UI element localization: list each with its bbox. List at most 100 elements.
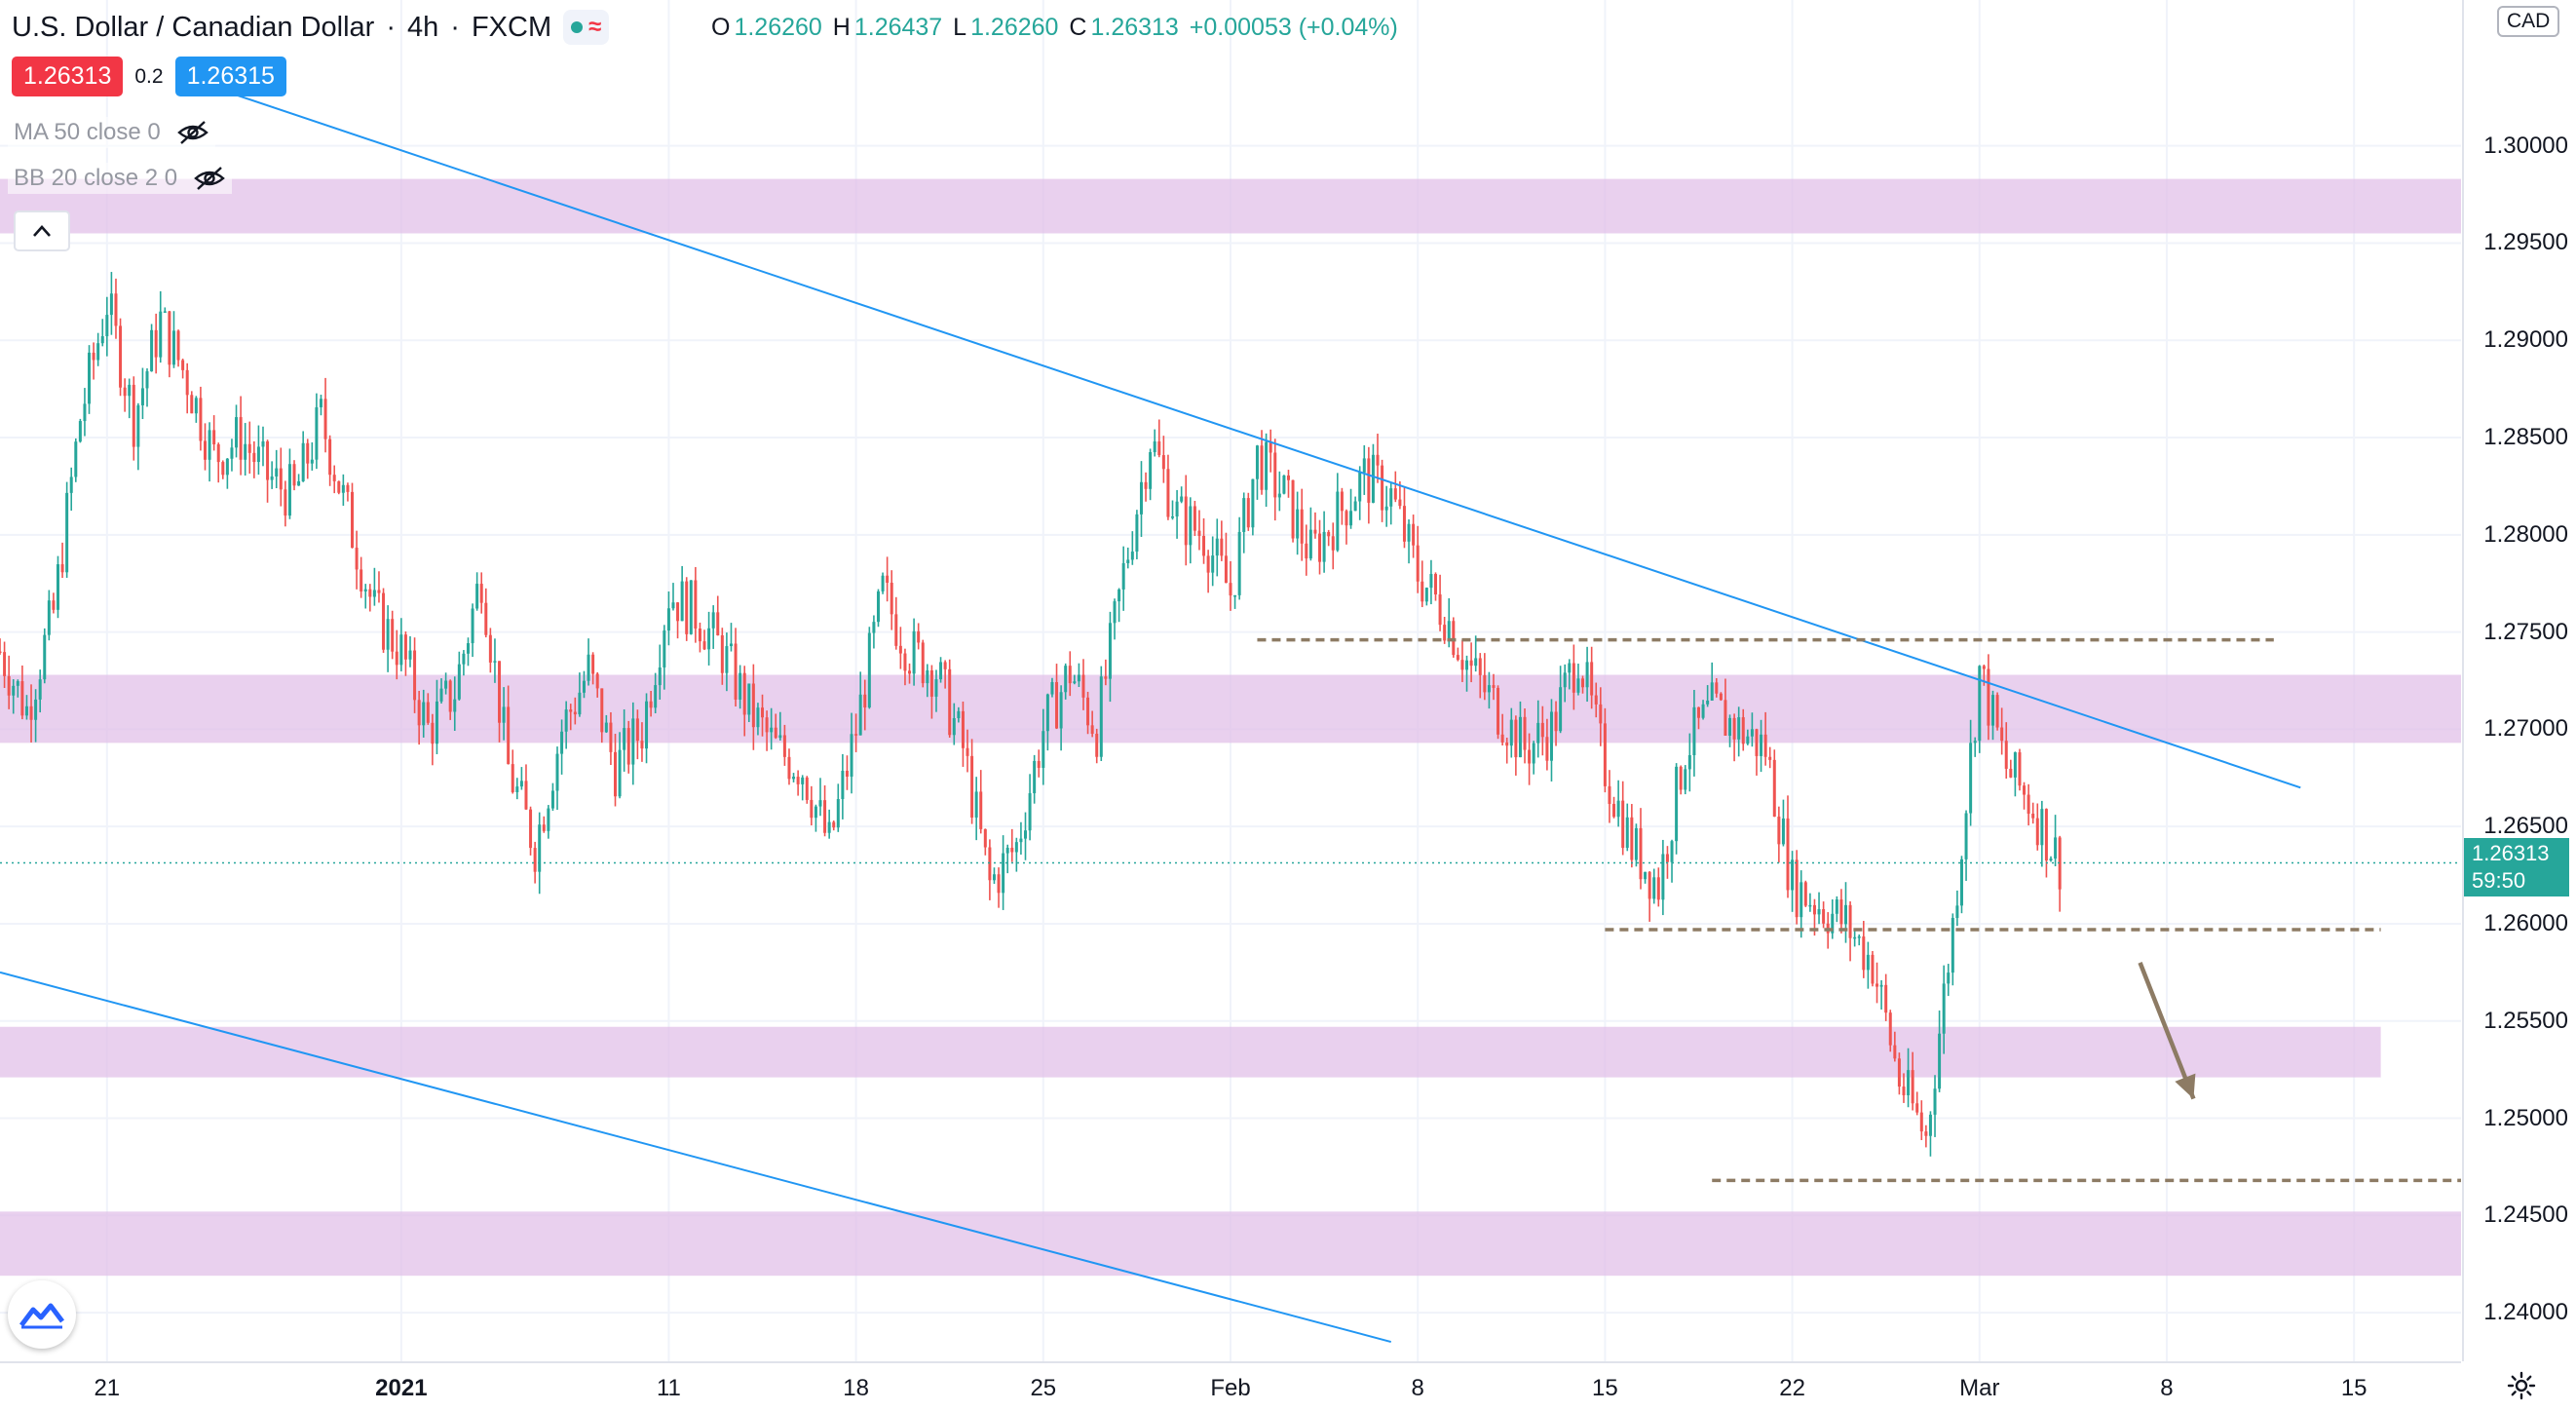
- candle-body: [1300, 509, 1304, 544]
- candle-body: [1862, 936, 1866, 971]
- time-tick-label: 21: [94, 1375, 121, 1401]
- price-tick-label: 1.27000: [2483, 715, 2568, 743]
- candle-body: [626, 728, 630, 765]
- candle-body: [337, 480, 341, 493]
- symbol-name[interactable]: U.S. Dollar / Canadian Dollar: [12, 11, 375, 43]
- candle-body: [1434, 574, 1437, 595]
- candle-body: [564, 709, 568, 732]
- tradingview-logo[interactable]: [8, 1280, 76, 1349]
- candle-body: [654, 685, 658, 708]
- candle-body: [952, 718, 956, 736]
- candle-body: [0, 651, 2, 654]
- candle-body: [1161, 455, 1165, 470]
- candle-body: [221, 462, 225, 476]
- gear-icon[interactable]: [2506, 1370, 2537, 1401]
- indicator-bb[interactable]: BB 20 close 2 0: [8, 163, 233, 194]
- candle-body: [1277, 493, 1281, 498]
- open-label: O: [711, 14, 731, 41]
- candle-body: [2044, 809, 2048, 861]
- candle-body: [16, 681, 19, 686]
- countdown-value: 59:50: [2472, 868, 2526, 893]
- time-tick-label: 15: [1592, 1375, 1618, 1401]
- price-axis[interactable]: 1.24000 1.24500 1.25000 1.25500 1.26000 1.265…: [2462, 0, 2576, 1361]
- candle-body: [886, 575, 890, 584]
- eye-crossed-icon[interactable]: [176, 120, 209, 145]
- candle-body: [1987, 668, 1990, 726]
- candle-body: [1296, 509, 1300, 539]
- candle-body: [676, 602, 680, 622]
- candle-body: [194, 398, 198, 414]
- candle-body: [1947, 972, 1951, 984]
- candle-body: [1616, 800, 1620, 818]
- candle-body: [47, 600, 51, 635]
- candle-body: [658, 667, 662, 686]
- candle-body: [96, 343, 100, 361]
- candle-body: [609, 722, 613, 752]
- price-tick-label: 1.28000: [2483, 520, 2568, 548]
- candle-body: [1095, 733, 1099, 757]
- candle-body: [1893, 1045, 1897, 1059]
- chart-plot-area[interactable]: [0, 0, 2461, 1361]
- quote-row: 1.26313 0.2 1.26315: [12, 57, 286, 96]
- candle-body: [1358, 472, 1362, 502]
- candle-body: [1402, 506, 1406, 542]
- time-axis[interactable]: 21 2021 11 18 25 Feb 8 15 22 Mar 8 15: [0, 1361, 2461, 1411]
- candle-body: [1175, 501, 1179, 517]
- candle-body: [917, 630, 921, 643]
- candle-body: [408, 650, 412, 660]
- candle-body: [1599, 704, 1603, 724]
- candle-body: [1073, 681, 1077, 684]
- candle-body: [1090, 725, 1094, 734]
- eye-crossed-icon[interactable]: [193, 166, 226, 191]
- candle-body: [266, 440, 270, 480]
- candle-body: [1139, 481, 1143, 515]
- candle-body: [114, 293, 118, 326]
- sell-button[interactable]: 1.26313: [12, 57, 124, 96]
- candle-body: [235, 417, 239, 448]
- price-tick-label: 1.26000: [2483, 909, 2568, 936]
- candle-body: [1180, 496, 1184, 502]
- candle-body: [921, 642, 925, 684]
- candle-body: [1282, 475, 1286, 494]
- currency-badge[interactable]: CAD: [2497, 6, 2560, 37]
- candle-body: [1206, 555, 1210, 573]
- interval-label[interactable]: 4h: [407, 11, 439, 43]
- candle-body: [671, 602, 675, 609]
- candle-body: [1760, 734, 1763, 756]
- candle-body: [587, 654, 590, 681]
- candle-body: [1081, 674, 1085, 698]
- candle-body: [1050, 682, 1054, 695]
- candle-body: [168, 311, 171, 365]
- candle-body: [1460, 660, 1464, 670]
- candle-body: [1398, 499, 1402, 507]
- candle-body: [1857, 936, 1861, 938]
- candle-body: [756, 707, 760, 728]
- market-status[interactable]: ≈: [563, 10, 610, 45]
- candle-body: [1871, 954, 1875, 984]
- candle-body: [1603, 723, 1607, 786]
- candle-body: [1581, 678, 1585, 688]
- candle-body: [1265, 441, 1269, 490]
- candle-body: [711, 612, 715, 629]
- candle-body: [1197, 530, 1201, 536]
- candle-body: [1808, 904, 1812, 907]
- candle-body: [1866, 954, 1870, 971]
- candle-body: [1706, 700, 1710, 705]
- candle-body: [1902, 1087, 1906, 1095]
- indicator-ma[interactable]: MA 50 close 0: [8, 117, 215, 148]
- collapse-legend-button[interactable]: [14, 210, 70, 251]
- candlestick-chart[interactable]: [0, 0, 2461, 1361]
- candle-body: [698, 629, 701, 642]
- candle-body: [1059, 692, 1063, 729]
- candle-body: [614, 751, 617, 797]
- indicator-label: MA 50 close 0: [14, 119, 161, 145]
- candle-body: [1286, 475, 1290, 480]
- candle-body: [1376, 454, 1380, 466]
- candle-body: [171, 330, 175, 365]
- buy-button[interactable]: 1.26315: [174, 57, 286, 96]
- candle-body: [1559, 687, 1563, 732]
- high-label: H: [832, 14, 851, 41]
- candle-body: [1305, 543, 1308, 559]
- candle-body: [1130, 552, 1134, 560]
- candle-body: [1884, 984, 1888, 1013]
